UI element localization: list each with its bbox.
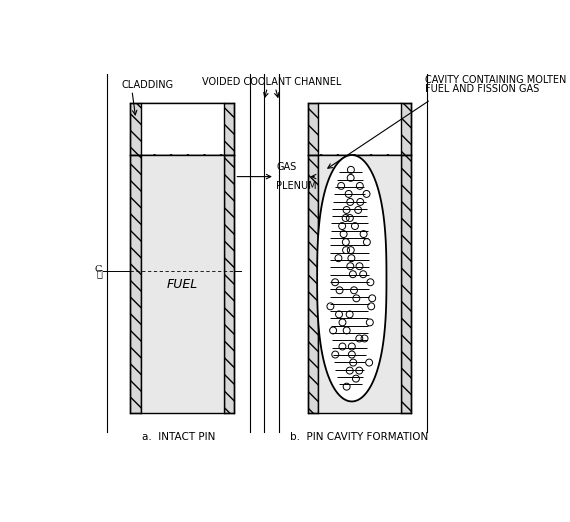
Text: CLADDING: CLADDING [121,79,173,90]
Text: C: C [95,265,102,274]
Bar [131,155,141,413]
Text: FUEL: FUEL [167,278,198,291]
Bar [318,155,401,413]
Text: VOIDED COOLANT CHANNEL: VOIDED COOLANT CHANNEL [202,77,341,87]
Text: GAS: GAS [276,162,296,172]
Text: a.  INTACT PIN: a. INTACT PIN [142,432,215,442]
Bar [308,155,318,413]
Bar [141,103,223,155]
Text: ℓ: ℓ [96,269,102,278]
Text: PLENUM: PLENUM [276,181,317,191]
Text: CAVITY CONTAINING MOLTEN: CAVITY CONTAINING MOLTEN [425,75,567,85]
Bar [141,155,223,413]
Bar [223,155,234,413]
Text: FUEL AND FISSION GAS: FUEL AND FISSION GAS [425,84,540,94]
Bar [318,103,401,155]
Bar [401,155,412,413]
Bar [308,103,412,155]
Polygon shape [317,155,386,401]
Text: b.  PIN CAVITY FORMATION: b. PIN CAVITY FORMATION [290,432,429,442]
Bar [131,103,234,155]
